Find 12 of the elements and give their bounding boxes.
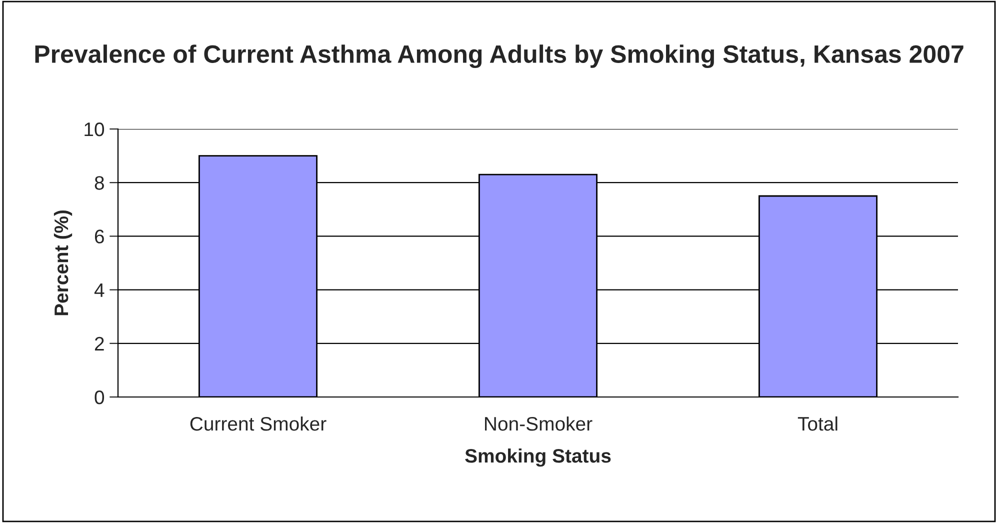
y-tick-label: 4 <box>94 283 104 297</box>
x-axis-title: Smoking Status <box>465 448 611 467</box>
y-tick-label: 0 <box>94 390 104 404</box>
y-tick-label: 6 <box>94 230 104 244</box>
x-tick-label: Current Smoker <box>190 416 326 431</box>
y-axis-title: Percent (%) <box>54 210 72 316</box>
chart-title: Prevalence of Current Asthma Among Adults by Smoking Status, Kansas 2007 <box>35 44 964 68</box>
x-tick-label: Total <box>798 416 838 431</box>
y-tick-label: 8 <box>94 176 104 190</box>
y-tick-label: 2 <box>94 336 104 350</box>
y-tick-label: 10 <box>84 122 104 136</box>
x-tick-label: Non-Smoker <box>485 416 592 431</box>
